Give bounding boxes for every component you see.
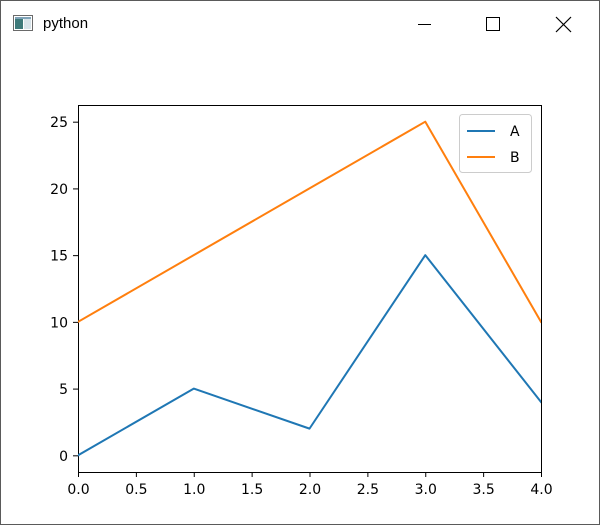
y-tick-label: 25 (50, 115, 68, 131)
y-tick-label: 20 (50, 182, 68, 198)
line-chart: 0.0 0.5 1.0 1.5 2.0 2.5 3.0 3.5 4.0 0 5 10 15 20 25 AB (50, 105, 553, 498)
x-tick-label: 0.0 (67, 482, 89, 498)
x-tick-label: 3.5 (472, 482, 494, 498)
legend-label-a: A (510, 124, 520, 140)
x-tick-label: 2.5 (357, 482, 379, 498)
y-tick-label: 5 (59, 382, 68, 398)
x-tick-label: 2.0 (299, 482, 321, 498)
x-tick-label: 3.0 (415, 482, 437, 498)
y-tick-label: 10 (50, 315, 68, 331)
x-tick-label: 0.5 (125, 482, 147, 498)
legend-box (459, 114, 532, 173)
python-window-icon (13, 15, 33, 31)
title-bar[interactable]: python (1, 1, 599, 47)
chart-axes: 0.0 0.5 1.0 1.5 2.0 2.5 3.0 3.5 4.0 0 5 10 15 20 25 (50, 105, 553, 498)
series-line-a (78, 254, 541, 457)
minimize-icon (418, 24, 431, 25)
series-line-b (78, 120, 541, 324)
maximize-icon (486, 17, 500, 31)
chart-legend: AB (459, 114, 532, 173)
x-tick-label: 4.0 (530, 482, 552, 498)
y-tick-label: 0 (59, 449, 68, 465)
x-tick-label: 1.5 (241, 482, 263, 498)
close-icon (555, 16, 572, 33)
chart-series (78, 120, 541, 457)
x-tick-label: 1.0 (183, 482, 205, 498)
window-title: python (43, 15, 89, 32)
minimize-button[interactable] (401, 1, 447, 47)
close-button[interactable] (540, 1, 586, 47)
legend-label-b: B (510, 150, 520, 166)
maximize-button[interactable] (470, 1, 516, 47)
y-tick-label: 15 (50, 249, 68, 265)
